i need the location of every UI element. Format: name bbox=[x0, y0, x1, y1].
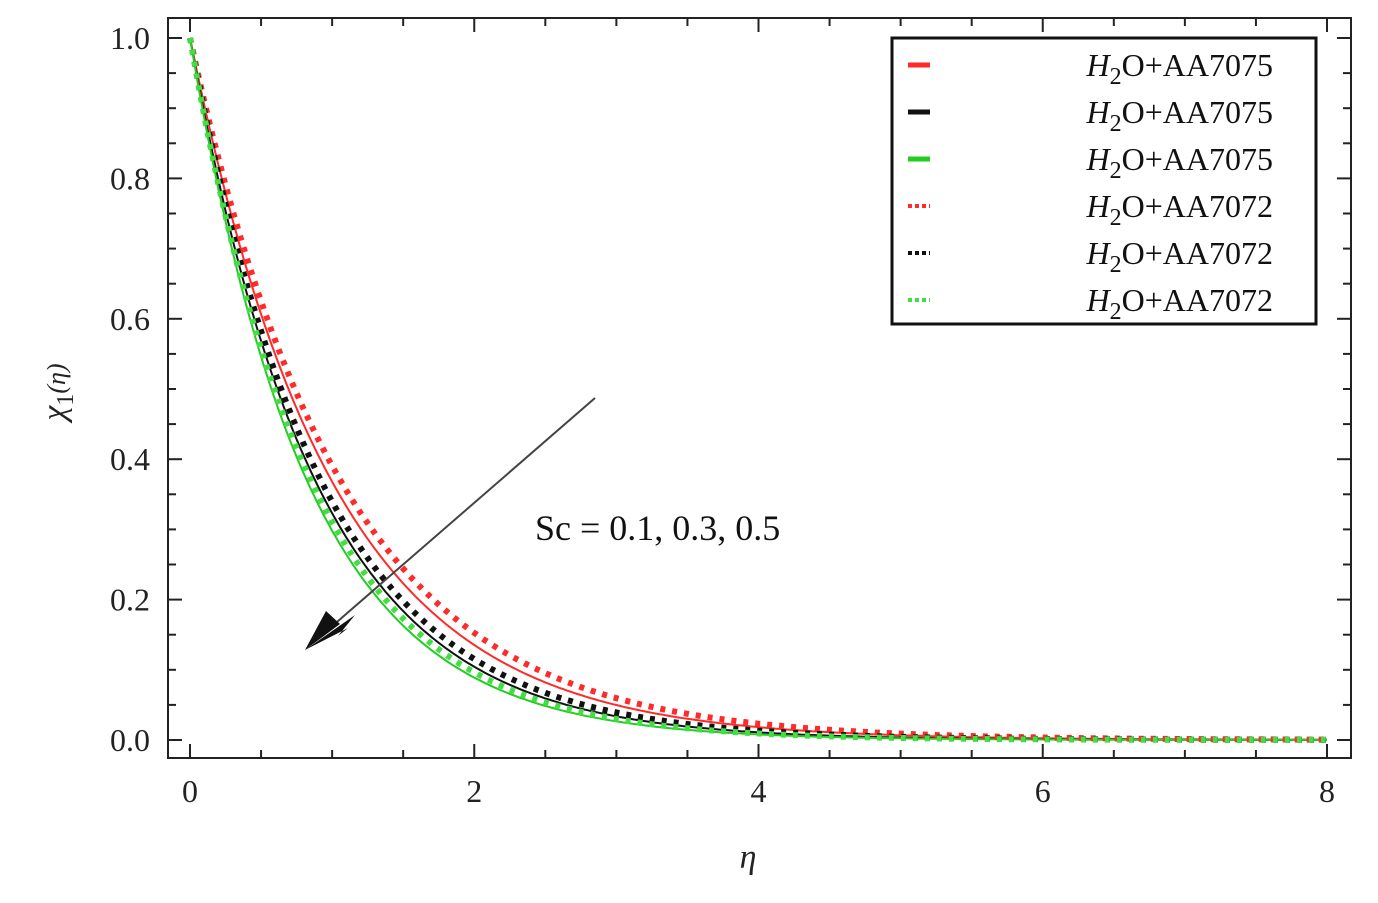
legend-label-5: H2O+AA7072 bbox=[1086, 235, 1273, 278]
y-tick-label: 0.8 bbox=[110, 160, 150, 196]
legend-label-2: H2O+AA7075 bbox=[1086, 94, 1273, 137]
sc-arrow bbox=[305, 397, 596, 650]
x-tick-label: 8 bbox=[1319, 773, 1335, 809]
series-line-6 bbox=[187, 37, 1327, 743]
legend-label-6: H2O+AA7072 bbox=[1086, 282, 1273, 325]
y-axis-title: χ1(η) bbox=[36, 363, 79, 423]
legend: H2O+AA7075H2O+AA7075H2O+AA7075H2O+AA7072… bbox=[890, 36, 1318, 326]
y-tick-label: 0.4 bbox=[110, 441, 150, 477]
x-tick-label: 6 bbox=[1035, 773, 1051, 809]
legend-label-1: H2O+AA7075 bbox=[1086, 47, 1273, 90]
x-tick-label: 0 bbox=[182, 773, 198, 809]
y-tick-label: 0.2 bbox=[110, 582, 150, 618]
y-tick-label: 0.0 bbox=[110, 722, 150, 758]
x-tick-label: 4 bbox=[751, 773, 767, 809]
y-tick-label: 1.0 bbox=[110, 20, 150, 56]
legend-box bbox=[890, 36, 1318, 326]
y-axis-title-sub: 1 bbox=[53, 394, 79, 406]
ticks-group bbox=[168, 18, 1351, 758]
x-tick-label: 2 bbox=[466, 773, 482, 809]
y-axis-title-main: χ bbox=[36, 405, 73, 424]
y-tick-label: 0.6 bbox=[110, 301, 150, 337]
tick-labels-group: 0 2 4 6 8 0.0 0.2 0.4 0.6 0.8 1.0 bbox=[110, 20, 1335, 809]
sc-annotation: Sc = 0.1, 0.3, 0.5 bbox=[535, 508, 780, 548]
y-axis-title-arg: (η) bbox=[42, 363, 71, 393]
curves-group bbox=[187, 37, 1327, 743]
svg-text:χ1(η): χ1(η) bbox=[36, 363, 79, 423]
legend-label-4: H2O+AA7072 bbox=[1086, 188, 1273, 231]
x-axis-title: η bbox=[740, 839, 757, 876]
legend-items: H2O+AA7075H2O+AA7075H2O+AA7075H2O+AA7072… bbox=[908, 47, 1273, 325]
legend-label-3: H2O+AA7075 bbox=[1086, 141, 1273, 184]
series-line-4 bbox=[187, 37, 1327, 743]
